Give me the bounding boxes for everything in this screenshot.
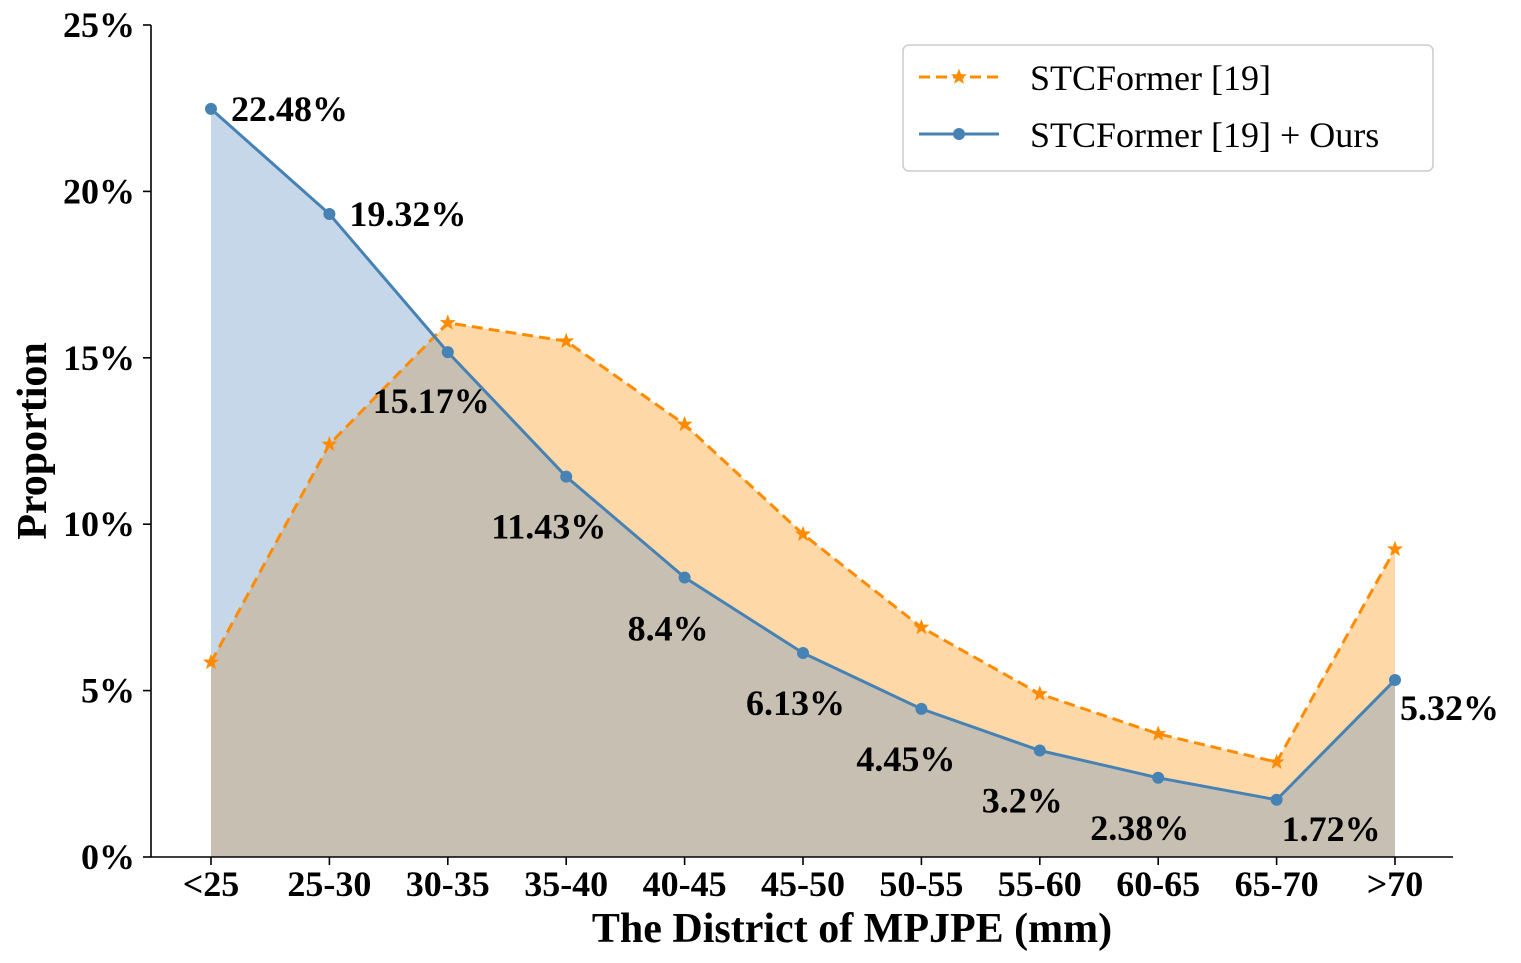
y-axis-title: Proportion (10, 342, 56, 540)
legend-circle-icon (953, 128, 965, 140)
legend-label-stcformer: STCFormer [19] (1030, 58, 1271, 98)
data-label: 2.38% (1090, 808, 1189, 848)
star-marker (1386, 540, 1404, 556)
y-ticks: 0% 5% 10% 15% 20% 25% (63, 5, 151, 877)
x-tick-label: 55-60 (998, 864, 1082, 904)
legend-box (902, 44, 1434, 172)
x-tick-label: 35-40 (524, 864, 608, 904)
data-label: 5.32% (1400, 688, 1499, 728)
x-ticks: <25 25-30 30-35 35-40 40-45 45-50 50-55 55-60 60… (183, 857, 1424, 904)
circle-marker (1270, 793, 1283, 806)
x-tick-label: 40-45 (643, 864, 727, 904)
data-label: 15.17% (373, 381, 490, 421)
star-marker (676, 415, 693, 432)
star-marker (321, 435, 338, 452)
y-tick-label: 25% (63, 5, 135, 45)
circle-marker (915, 702, 928, 715)
circle-marker (560, 470, 573, 483)
legend: STCFormer [19] STCFormer [19] + Ours (902, 44, 1434, 172)
y-tick-label: 20% (63, 171, 135, 211)
star-marker (1268, 753, 1285, 769)
x-tick-label: 25-30 (287, 864, 371, 904)
x-tick-label: 45-50 (761, 864, 845, 904)
series-markers (202, 102, 1404, 806)
x-tick-label: 60-65 (1116, 864, 1200, 904)
y-tick-label: 15% (63, 338, 135, 378)
data-label: 22.48% (231, 89, 348, 129)
x-tick-label: >70 (1367, 864, 1424, 904)
data-label: 1.72% (1282, 809, 1381, 849)
star-marker (439, 314, 456, 330)
star-marker (913, 618, 930, 635)
circle-marker (441, 346, 454, 359)
data-label: 8.4% (628, 608, 709, 648)
data-label: 4.45% (856, 739, 955, 779)
y-tick-label: 5% (81, 671, 135, 711)
star-marker (558, 332, 575, 348)
star-marker (202, 653, 220, 670)
area-fills (211, 108, 1395, 858)
star-marker (1031, 685, 1048, 701)
data-labels: 22.48% 19.32% 15.17% 11.43% 8.4% 6.13% 4.45% 3.… (231, 89, 1499, 849)
star-marker (794, 525, 812, 542)
circle-marker (678, 571, 691, 584)
data-label: 19.32% (349, 194, 466, 234)
legend-star-icon (950, 68, 968, 84)
circle-marker (323, 208, 336, 221)
x-axis-title: The District of MPJPE (mm) (592, 906, 1112, 952)
circle-marker (1152, 771, 1165, 784)
star-marker (1150, 725, 1167, 741)
data-label: 11.43% (491, 507, 606, 547)
data-label: 6.13% (746, 683, 845, 723)
axes (150, 25, 1453, 858)
y-tick-label: 0% (81, 837, 135, 877)
circle-marker (1389, 673, 1401, 686)
x-tick-label: 50-55 (879, 864, 963, 904)
x-tick-label: 30-35 (406, 864, 490, 904)
circle-marker (205, 102, 217, 115)
y-tick-label: 10% (63, 504, 135, 544)
legend-label-stcformer-ours: STCFormer [19] + Ours (1030, 115, 1379, 155)
data-label: 3.2% (982, 781, 1063, 821)
x-tick-label: <25 (183, 864, 240, 904)
area-fill-overlap (211, 336, 1395, 857)
circle-marker (797, 646, 809, 659)
circle-marker (1033, 744, 1046, 757)
x-tick-label: 65-70 (1235, 864, 1319, 904)
